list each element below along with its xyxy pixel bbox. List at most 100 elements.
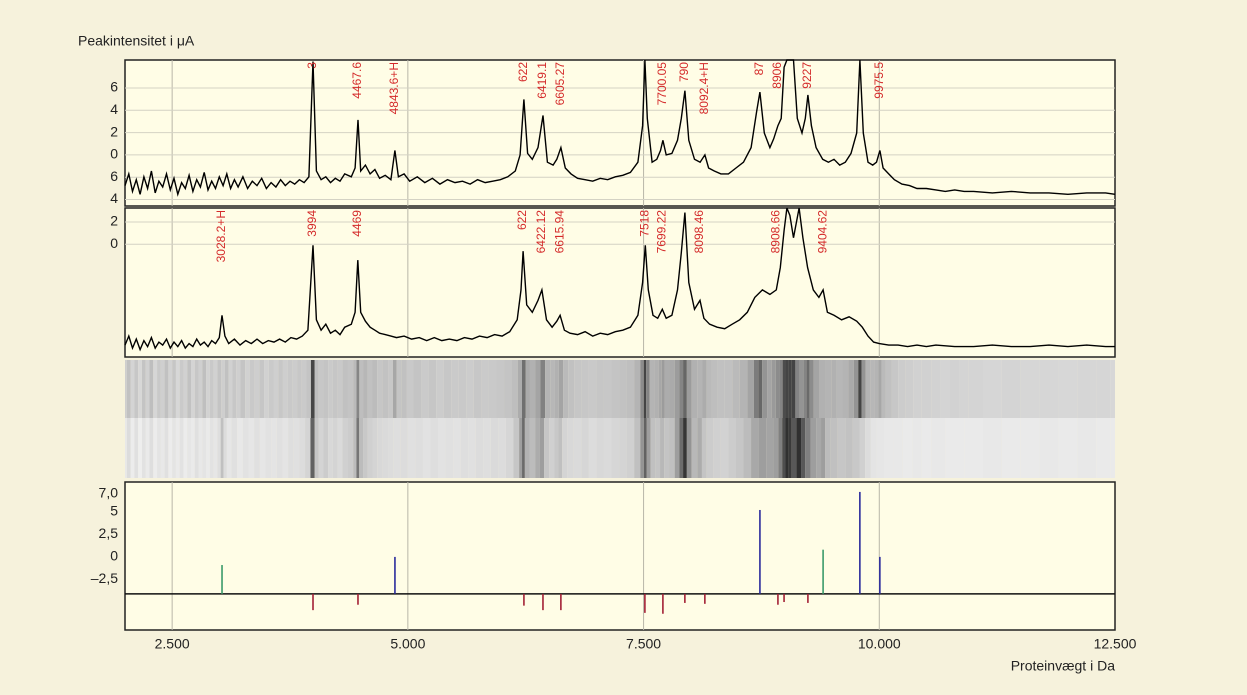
gel-band (563, 360, 569, 418)
gel-band (183, 360, 188, 418)
gel-band (1020, 360, 1040, 418)
gel-band (806, 360, 810, 418)
gel-band (884, 418, 894, 478)
gel-band (183, 418, 188, 478)
gel-band (782, 360, 786, 418)
gel-band (664, 418, 670, 478)
gel-band (874, 360, 879, 418)
gel-band (891, 360, 899, 418)
gel-band (803, 360, 807, 418)
gel-band (654, 360, 659, 418)
gel-band (273, 360, 279, 418)
gel-band (191, 360, 195, 418)
gel-band (805, 418, 811, 478)
gel-band (658, 360, 662, 418)
gel-band (686, 418, 692, 478)
gel-band (254, 418, 260, 478)
gel-band (859, 418, 866, 478)
gel-band (421, 360, 429, 418)
gel-band (549, 418, 555, 478)
gel-band (438, 418, 446, 478)
gel-band (145, 418, 150, 478)
gel-band (168, 360, 173, 418)
gel-band (141, 360, 146, 418)
gel-band (596, 360, 604, 418)
gel-band (220, 418, 224, 478)
gel-band (950, 360, 960, 418)
gel-band (720, 418, 729, 478)
gel-band (490, 418, 499, 478)
gel-band (168, 418, 173, 478)
gel-band (209, 418, 214, 478)
gel-band (646, 418, 651, 478)
gel-band (175, 360, 180, 418)
gel-band (226, 418, 232, 478)
gel-band (356, 418, 360, 478)
gel-band (160, 418, 165, 478)
gel-band (831, 360, 837, 418)
gel-band (187, 360, 191, 418)
gel-band (237, 418, 243, 478)
gel-band (865, 418, 871, 478)
gel-band (430, 418, 439, 478)
gel-band (342, 360, 348, 418)
gel-band (558, 418, 563, 478)
gel-band (318, 418, 324, 478)
gel-band (902, 418, 913, 478)
gel-band (149, 418, 154, 478)
gel-band (413, 360, 422, 418)
gel-band (837, 418, 846, 478)
gel-band (567, 418, 574, 478)
y-tick-label: 5 (110, 502, 118, 518)
gel-band (287, 360, 293, 418)
gel-band (588, 418, 597, 478)
gel-band (650, 418, 656, 478)
gel-band (711, 360, 718, 418)
gel-band (728, 418, 736, 478)
gel-band (788, 418, 792, 478)
gel-band (153, 418, 158, 478)
gel-band (865, 360, 871, 418)
gel-band (713, 418, 721, 478)
gel-band (248, 418, 255, 478)
gel-band (782, 418, 786, 478)
gel-band (640, 418, 644, 478)
gel-band (363, 418, 368, 478)
gel-band (310, 418, 315, 478)
gel-band (743, 418, 752, 478)
gel-band (299, 418, 306, 478)
gel-band (660, 418, 665, 478)
gel-band (242, 418, 249, 478)
gel-band (626, 360, 635, 418)
gel-band (209, 360, 214, 418)
gel-band (372, 418, 378, 478)
spectrum-line (124, 59, 1116, 197)
gel-band (278, 360, 283, 418)
gel-band (809, 360, 814, 418)
gel-band (460, 418, 469, 478)
gel-band (732, 360, 740, 418)
x-tick-label: 7.500 (626, 636, 661, 652)
gel-band (401, 360, 407, 418)
gel-band (217, 360, 222, 418)
gel-band (664, 360, 670, 418)
x-tick-label: 2.500 (155, 636, 190, 652)
gel-band (202, 418, 207, 478)
y-tick-label: 4 (110, 101, 118, 117)
gel-band (669, 418, 675, 478)
spectrum-line (124, 207, 1115, 352)
gel-band (643, 360, 647, 418)
gel-band (983, 360, 1002, 418)
gel-band (735, 418, 744, 478)
peak-label: 9404.62 (815, 210, 829, 254)
gel-band (224, 360, 229, 418)
gel-band (529, 418, 536, 478)
gel-band (778, 418, 783, 478)
gel-band (268, 360, 274, 418)
gel-band (816, 418, 822, 478)
gel-band (525, 360, 530, 418)
gel-band (367, 418, 373, 478)
gel-band (717, 360, 725, 418)
peak-label: 9227 (800, 62, 814, 89)
gel-band (337, 418, 343, 478)
